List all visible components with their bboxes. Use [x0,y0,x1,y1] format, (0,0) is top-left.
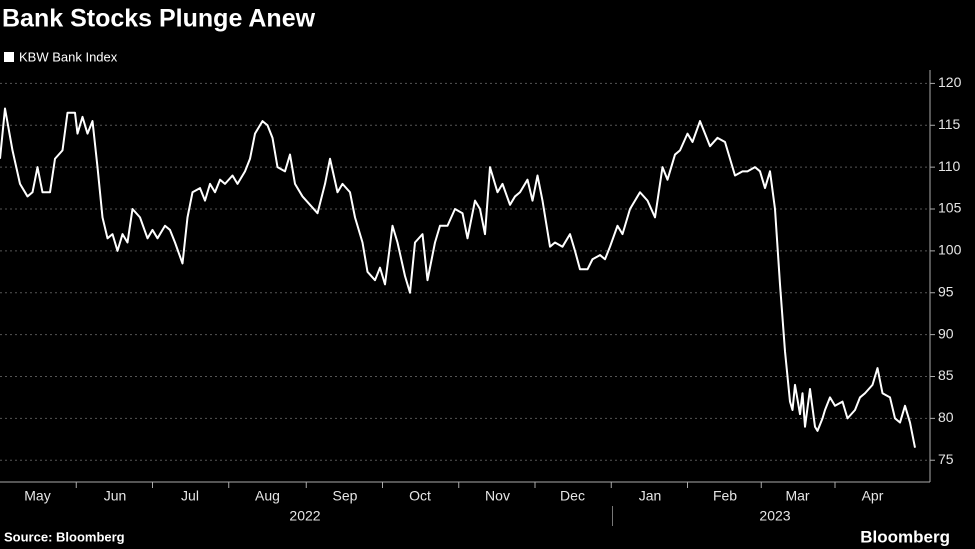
brand: Bloomberg [860,527,950,546]
x-tick-label: Mar [785,488,809,504]
x-tick-label: Jul [181,488,199,504]
x-tick-label: Aug [255,488,280,504]
x-tick-label: May [24,488,50,504]
chart-title: Bank Stocks Plunge Anew [2,5,316,33]
x-tick-label: Oct [409,488,431,504]
x-tick-label: Jun [104,488,127,504]
legend-swatch [4,52,14,62]
x-tick-label: Apr [862,488,884,504]
x-tick-label: Dec [560,488,585,504]
source: Source: Bloomberg [4,529,125,544]
x-tick-label: Jan [639,488,662,504]
y-tick-label: 120 [938,74,962,90]
y-tick-label: 95 [938,283,954,299]
y-tick-label: 85 [938,367,954,383]
y-tick-label: 90 [938,325,954,341]
y-tick-label: 105 [938,200,962,216]
legend-label: KBW Bank Index [19,49,118,64]
data-line [0,107,916,448]
x-tick-label: Feb [713,488,737,504]
x-tick-label: Sep [333,488,358,504]
y-tick-label: 75 [938,451,954,467]
y-tick-label: 100 [938,242,962,258]
y-tick-label: 110 [938,158,961,174]
year-label: 2023 [759,508,790,524]
year-label: 2022 [289,508,320,524]
y-tick-label: 80 [938,409,954,425]
x-tick-label: Nov [485,488,510,504]
y-tick-label: 115 [938,116,961,132]
